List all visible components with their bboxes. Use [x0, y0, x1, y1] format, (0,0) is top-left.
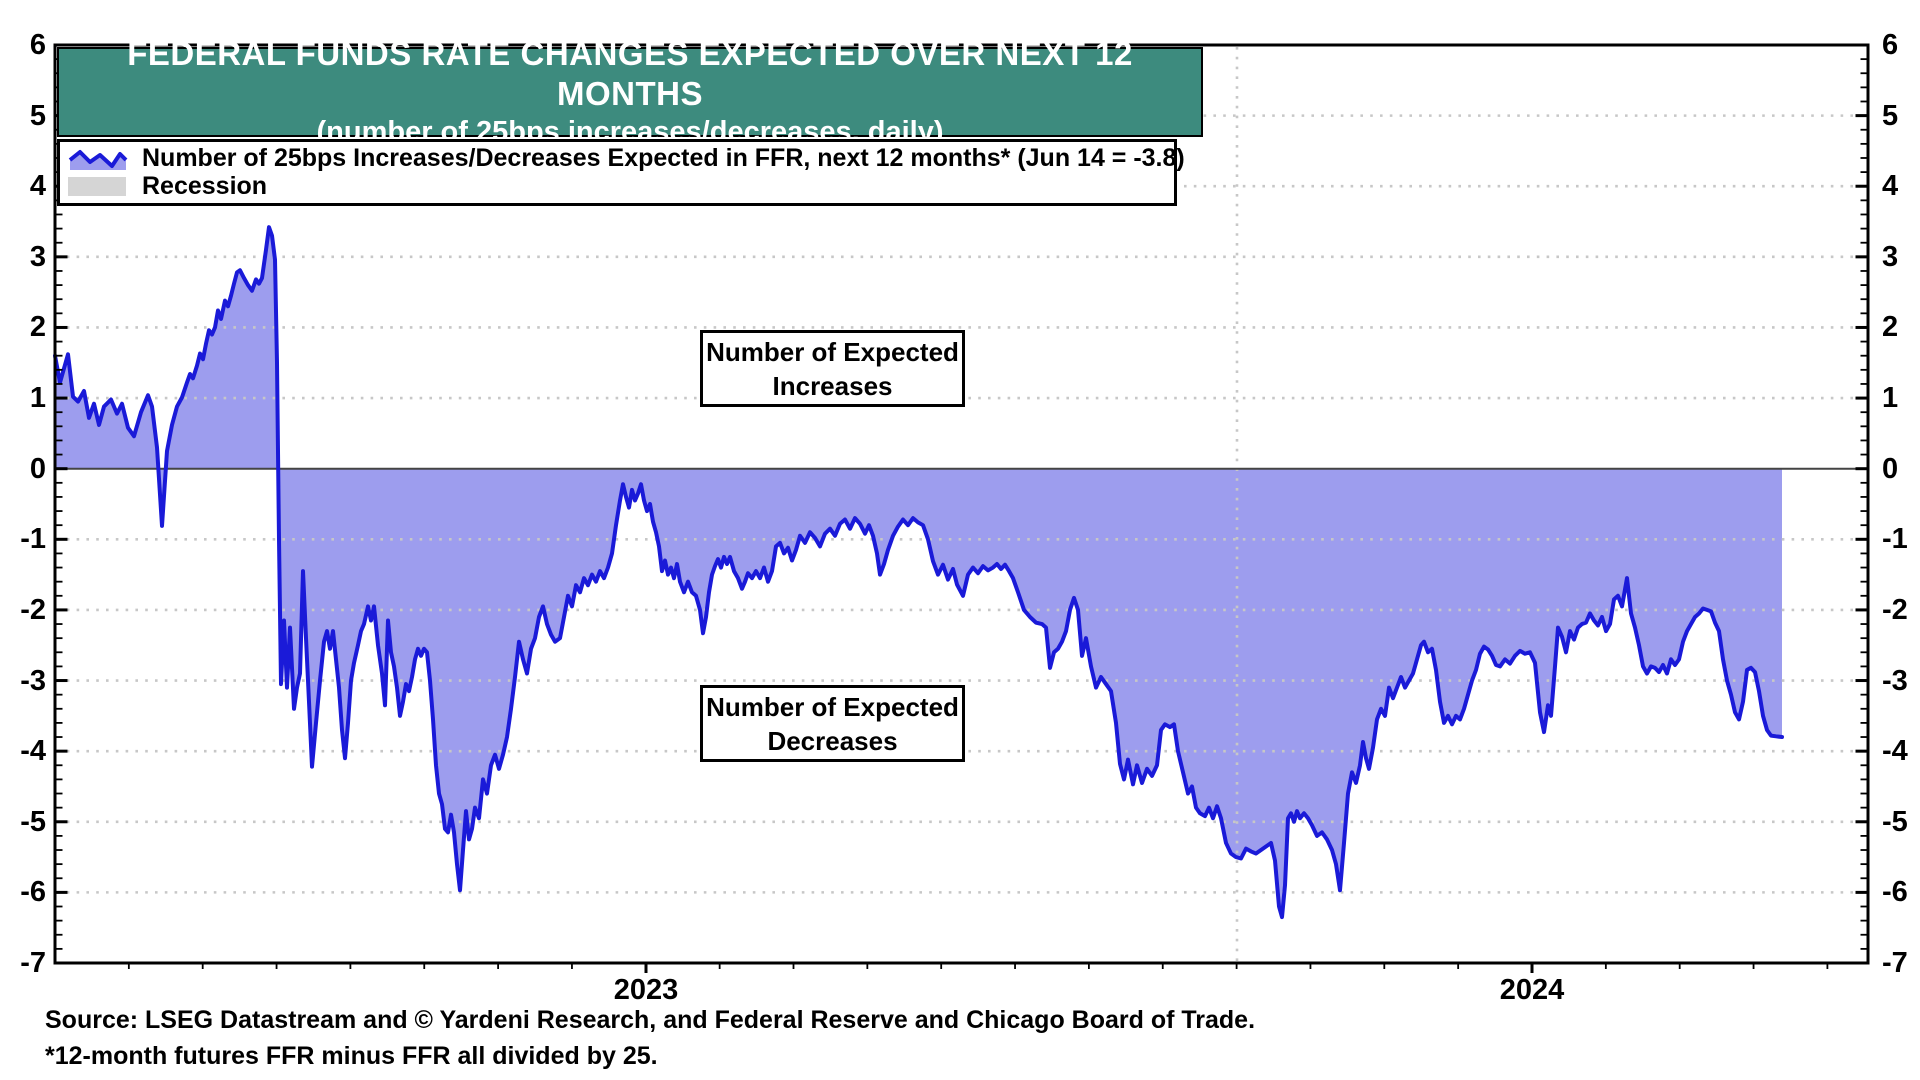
- y-axis-tick-label-left: -3: [20, 664, 46, 697]
- y-axis-tick-label-right: -1: [1882, 523, 1908, 556]
- legend-row-recession: Recession: [68, 171, 1166, 200]
- y-axis-tick-label-left: 3: [29, 240, 46, 273]
- y-axis-tick-label-right: -3: [1882, 664, 1908, 697]
- recession-swatch-icon: [68, 176, 130, 196]
- y-axis-tick-label-left: -7: [20, 947, 46, 979]
- y-axis-tick-label-right: 5: [1882, 99, 1899, 132]
- annotation-expected-decreases: Number of Expected Decreases: [700, 685, 965, 762]
- y-axis-tick-label-left: 0: [29, 452, 46, 485]
- y-axis-tick-label-right: -2: [1882, 593, 1908, 626]
- y-axis-tick-label-left: 1: [29, 382, 46, 415]
- legend-series-label: Number of 25bps Increases/Decreases Expe…: [142, 144, 1185, 173]
- source-text: Source: LSEG Datastream and © Yardeni Re…: [45, 1006, 1256, 1034]
- x-axis-year-label: 2023: [613, 974, 679, 1006]
- y-axis-tick-label-left: 5: [29, 99, 46, 132]
- y-axis-tick-label-right: 0: [1882, 452, 1899, 485]
- annotation-line: Number of Expected: [706, 336, 959, 367]
- y-axis-tick-label-right: 4: [1882, 170, 1899, 203]
- y-axis-tick-label-left: -1: [20, 523, 46, 556]
- y-axis-tick-label-right: -6: [1882, 876, 1908, 909]
- series-line: [53, 225, 1784, 920]
- annotation-line: Increases: [772, 370, 893, 401]
- y-axis-tick-label-right: 6: [1882, 29, 1899, 61]
- plot-frame: [53, 43, 1870, 965]
- y-axis-tick-label-right: 3: [1882, 240, 1899, 273]
- annotation-line: Number of Expected: [706, 691, 959, 722]
- legend-row-series: Number of 25bps Increases/Decreases Expe…: [68, 145, 1185, 172]
- annotation-line: Decreases: [767, 725, 898, 756]
- y-axis-tick-label-left: 2: [29, 311, 46, 344]
- y-axis-tick-label-right: -5: [1882, 805, 1908, 838]
- legend-line-swatch-icon: [68, 146, 130, 172]
- y-axis-tick-label-left: -4: [20, 735, 46, 768]
- title-banner: FEDERAL FUNDS RATE CHANGES EXPECTED OVER…: [57, 35, 1203, 148]
- legend-box: Number of 25bps Increases/Decreases Expe…: [57, 139, 1185, 206]
- annotation-expected-increases: Number of Expected Increases: [700, 330, 965, 407]
- y-axis-tick-label-left: 6: [29, 29, 46, 61]
- y-axis-tick-label-right: 2: [1882, 311, 1899, 344]
- y-axis-tick-label-left: 4: [29, 170, 46, 203]
- x-axis-year-label: 2024: [1499, 974, 1565, 1006]
- y-axis-tick-label-right: -7: [1882, 947, 1908, 979]
- y-axis-tick-label-left: -2: [20, 593, 46, 626]
- chart-title: FEDERAL FUNDS RATE CHANGES EXPECTED OVER…: [127, 35, 1133, 112]
- footnote-text: *12-month futures FFR minus FFR all divi…: [45, 1042, 658, 1070]
- y-axis-tick-label-left: -5: [20, 805, 46, 838]
- legend-recession-label: Recession: [142, 171, 268, 200]
- y-axis-tick-label-right: 1: [1882, 382, 1899, 415]
- series-area: [55, 227, 1782, 918]
- y-axis-tick-label-left: -6: [20, 876, 46, 909]
- y-axis-tick-label-right: -4: [1882, 735, 1908, 768]
